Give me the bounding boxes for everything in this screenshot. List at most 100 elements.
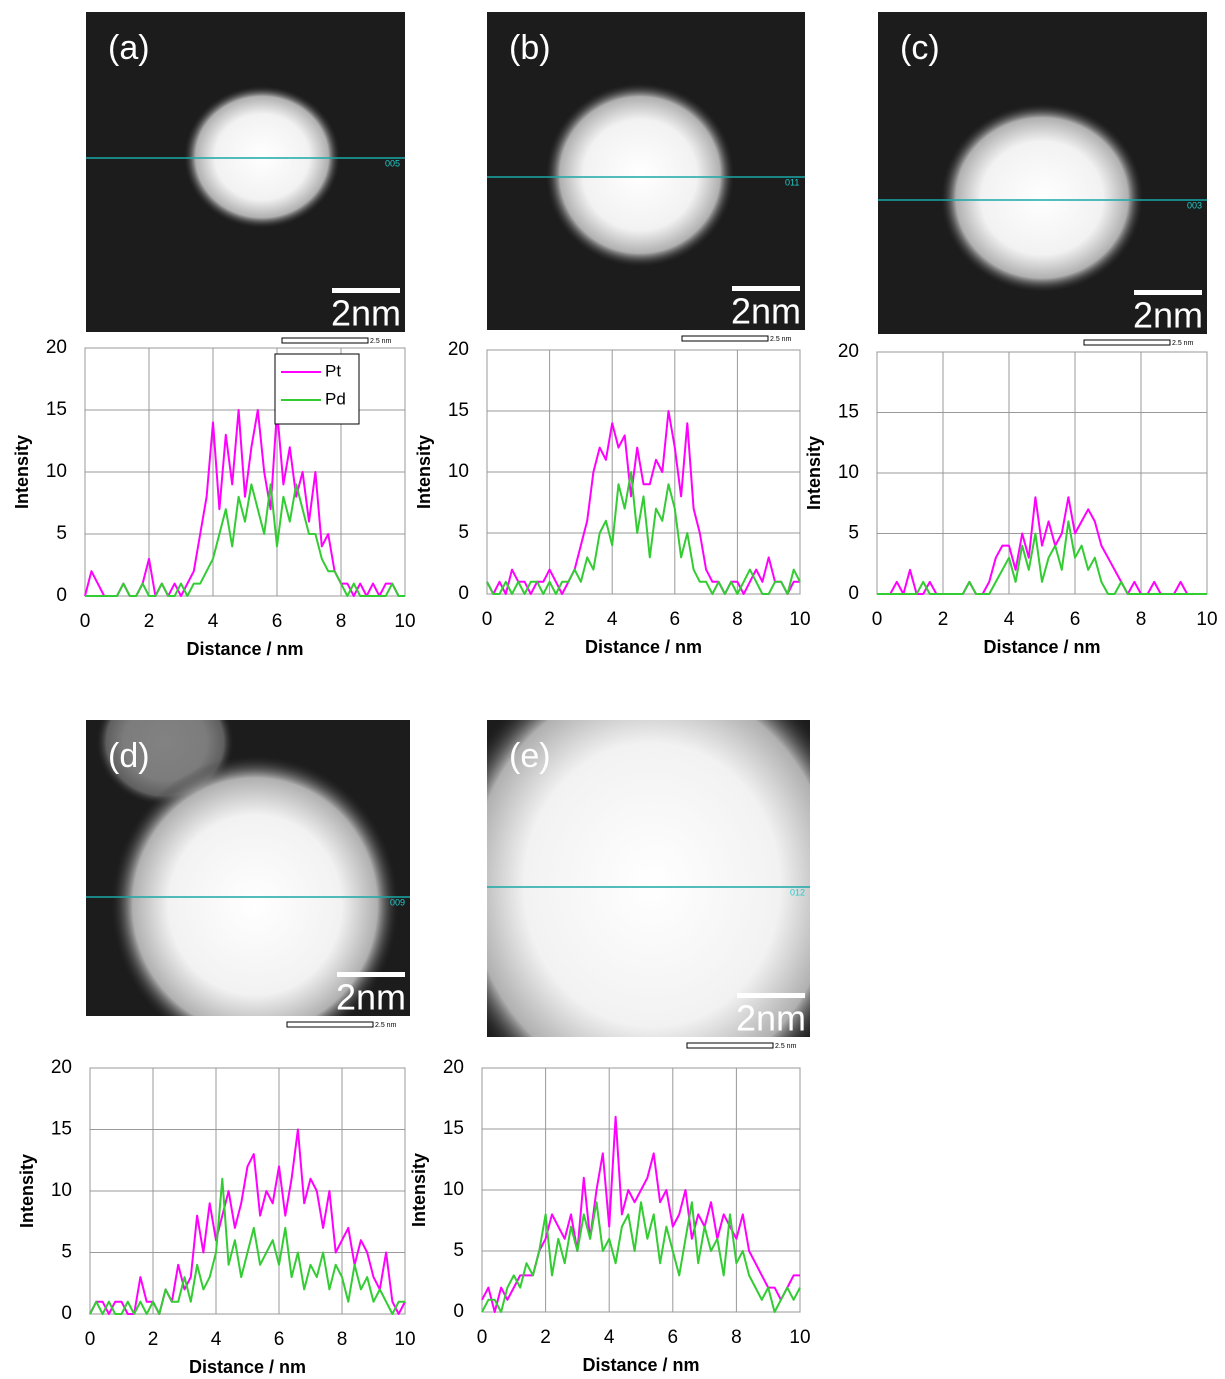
scale-bar <box>337 972 405 977</box>
x-tick-label: 8 <box>732 609 743 630</box>
small-scale-bar <box>1083 339 1171 346</box>
x-tick-label: 4 <box>604 1327 615 1348</box>
profile-line-label: 009 <box>390 897 405 907</box>
x-tick-label: 2 <box>144 611 155 632</box>
x-tick-label: 8 <box>337 1329 348 1350</box>
micrograph: 012 (e) 2nm <box>487 720 810 1039</box>
scale-bar-label: 2nm <box>336 977 406 1018</box>
particle <box>487 720 810 1037</box>
profile-series <box>877 520 1207 595</box>
scale-bar-label: 2nm <box>731 291 801 332</box>
y-tick-label: 5 <box>848 523 859 544</box>
small-scale-bar <box>681 335 769 342</box>
micrograph: 009 (d) 2nm <box>86 720 410 1018</box>
micrograph: 005 (a) 2nm <box>86 12 405 332</box>
y-tick-label: 10 <box>51 1180 72 1201</box>
profile-line-label: 012 <box>790 887 805 897</box>
panel-label: (b) <box>509 29 551 67</box>
y-tick-label: 10 <box>838 462 859 483</box>
scale-bar <box>332 288 400 293</box>
panel-label: (e) <box>509 737 551 775</box>
x-tick-label: 0 <box>482 609 493 630</box>
small-scale-label: 2.5 nm <box>375 1022 397 1029</box>
legend-box <box>274 353 360 425</box>
x-tick-label: 8 <box>336 611 347 632</box>
y-axis-label: Intensity <box>12 435 32 509</box>
small-scale-label: 2.5 nm <box>370 338 392 345</box>
x-tick-label: 8 <box>731 1327 742 1348</box>
x-tick-label: 2 <box>540 1327 551 1348</box>
particle <box>940 103 1144 293</box>
y-tick-label: 10 <box>448 461 469 482</box>
scale-bar <box>737 993 805 998</box>
small-scale-label: 2.5 nm <box>775 1043 797 1050</box>
profile-series <box>481 1201 801 1313</box>
profile-series <box>89 1177 405 1315</box>
y-tick-label: 15 <box>51 1119 72 1140</box>
x-tick-label: 10 <box>394 1329 415 1350</box>
y-tick-label: 0 <box>458 583 469 604</box>
x-tick-label: 6 <box>1070 609 1081 630</box>
particle <box>111 755 399 1016</box>
panel-label: (d) <box>108 737 150 775</box>
x-tick-label: 4 <box>607 609 618 630</box>
y-tick-label: 5 <box>61 1242 72 1263</box>
y-tick-label: 20 <box>443 1057 464 1078</box>
small-scale-label: 2.5 nm <box>770 336 792 343</box>
x-tick-label: 0 <box>80 611 91 632</box>
x-axis-label: Distance / nm <box>189 1357 306 1377</box>
x-tick-label: 4 <box>211 1329 222 1350</box>
y-tick-label: 10 <box>443 1179 464 1200</box>
x-axis-label: Distance / nm <box>186 639 303 659</box>
legend-label: Pd <box>325 389 346 408</box>
x-tick-label: 6 <box>272 611 283 632</box>
panel-label: (a) <box>108 29 150 67</box>
legend-label: Pt <box>325 361 341 380</box>
panel-label: (c) <box>900 29 940 67</box>
profile-series <box>85 483 405 597</box>
x-tick-label: 2 <box>148 1329 159 1350</box>
x-tick-label: 6 <box>274 1329 285 1350</box>
x-tick-label: 4 <box>208 611 219 632</box>
x-tick-label: 0 <box>872 609 883 630</box>
x-tick-label: 10 <box>789 1327 810 1348</box>
y-tick-label: 0 <box>61 1303 72 1324</box>
profile-series <box>89 1128 406 1315</box>
x-tick-label: 2 <box>544 609 555 630</box>
x-axis-label: Distance / nm <box>585 637 702 657</box>
y-tick-label: 20 <box>448 339 469 360</box>
x-tick-label: 6 <box>668 1327 679 1348</box>
scale-bar <box>1134 290 1202 295</box>
x-tick-label: 0 <box>85 1329 96 1350</box>
y-axis-label: Intensity <box>409 1153 429 1227</box>
x-tick-label: 6 <box>670 609 681 630</box>
x-axis-label: Distance / nm <box>983 637 1100 657</box>
y-tick-label: 20 <box>46 337 67 358</box>
small-scale-label: 2.5 nm <box>1172 340 1194 347</box>
y-axis-label: Intensity <box>17 1154 37 1228</box>
profile-line-label: 005 <box>385 158 400 168</box>
x-tick-label: 10 <box>394 611 415 632</box>
x-tick-label: 0 <box>477 1327 488 1348</box>
profile-series <box>486 410 800 595</box>
x-tick-label: 2 <box>938 609 949 630</box>
profile-series <box>877 496 1207 595</box>
small-scale-bar <box>686 1042 774 1049</box>
y-axis-label: Intensity <box>414 435 434 509</box>
x-tick-label: 10 <box>1196 609 1217 630</box>
x-tick-label: 8 <box>1136 609 1147 630</box>
y-tick-label: 20 <box>51 1057 72 1078</box>
scale-bar-label: 2nm <box>736 998 806 1039</box>
y-tick-label: 5 <box>458 522 469 543</box>
y-tick-label: 0 <box>56 585 67 606</box>
micrograph: 011 (b) 2nm <box>487 12 805 332</box>
small-scale-bar <box>281 337 369 344</box>
small-scale-bar <box>286 1021 374 1028</box>
y-tick-label: 15 <box>448 400 469 421</box>
y-tick-label: 20 <box>838 341 859 362</box>
y-tick-label: 15 <box>838 402 859 423</box>
y-tick-label: 0 <box>848 583 859 604</box>
profile-line-label: 003 <box>1187 200 1202 210</box>
micrograph: 003 (c) 2nm <box>878 12 1207 334</box>
